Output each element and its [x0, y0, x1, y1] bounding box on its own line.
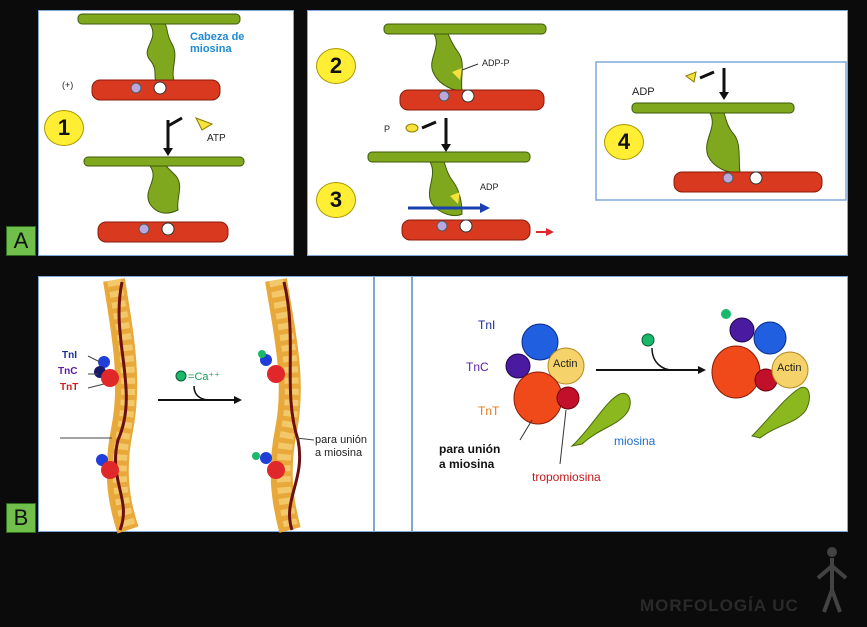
panel-b-left	[38, 276, 374, 532]
myosin-label: miosina	[614, 434, 656, 448]
actin-label-2: Actin	[777, 362, 802, 374]
arrow-right-icon	[480, 203, 490, 213]
adp-label: ADP	[480, 182, 499, 192]
step-1-number: 1	[44, 110, 84, 146]
thin-filament-right	[265, 278, 302, 533]
binding-site-2	[130, 82, 142, 94]
actin-filament-5	[673, 171, 823, 193]
thin-filament-left	[103, 278, 139, 534]
tnt-circle	[513, 371, 563, 425]
step-2-number: 2	[316, 48, 356, 84]
tnt-label-left: TnT	[60, 382, 79, 393]
watermark: MORFOLOGÍA UC	[640, 596, 799, 615]
anatomy-figure-icon	[816, 547, 848, 613]
atp-pointer	[167, 116, 183, 128]
actin-label: Actin	[553, 358, 578, 370]
tnc-label-right: TnC	[466, 360, 489, 374]
calcium-icon	[175, 370, 187, 382]
thick-filament-3	[383, 23, 547, 35]
tni-label-right: TnI	[478, 318, 496, 332]
calcium-equation: =Ca⁺⁺	[188, 370, 220, 383]
red-arrow-icon	[546, 228, 554, 236]
panel-b-divider	[374, 276, 412, 532]
actin-circle	[547, 347, 585, 385]
adp-label-4: ADP	[632, 86, 655, 98]
ca-eq: =	[188, 371, 195, 383]
tropomyosin-label: tropomiosina	[532, 470, 601, 484]
tnt-blob-2	[101, 461, 119, 479]
myosin-head-2	[147, 165, 181, 214]
p-label: P	[384, 124, 391, 134]
tni-blob	[98, 356, 110, 368]
step-4-number: 4	[604, 124, 644, 160]
myosin-head-b-2	[751, 386, 810, 439]
plus-end-label: (+)	[62, 80, 74, 90]
ca-label: Ca⁺⁺	[194, 371, 221, 383]
badge-b: B	[6, 503, 36, 533]
myosin-head-label: Cabeza de miosina	[190, 31, 245, 55]
binding-label-right: para unión a miosina	[439, 442, 501, 471]
step-3-number: 3	[316, 182, 356, 218]
binding-site	[153, 81, 167, 95]
adp-p-label: ADP-P	[482, 58, 510, 68]
phosphate-icon	[405, 123, 419, 133]
tnt-circle-2	[711, 345, 761, 399]
tropomyosin-circle	[556, 386, 580, 410]
tnt-label-right: TnT	[478, 404, 500, 418]
arrow-right-icon-b	[234, 396, 242, 404]
tni-label-left: TnI	[62, 350, 77, 361]
tnt-blob	[101, 369, 119, 387]
tnc-circle	[505, 353, 531, 379]
arrow-right-icon-c	[698, 366, 706, 374]
atp-icon	[194, 117, 214, 131]
myosin-head-b	[570, 392, 631, 447]
tnc-circle-2	[753, 321, 787, 355]
calcium-icon-2	[641, 333, 655, 347]
tnc-label-left: TnC	[58, 366, 78, 377]
actin-circle-2	[771, 351, 809, 389]
tni-circle	[521, 323, 559, 361]
myosin-head-4	[428, 161, 463, 217]
badge-a: A	[6, 226, 36, 256]
thick-filament-4	[367, 151, 531, 163]
adp-icon	[684, 71, 697, 83]
binding-label-left: para unión a miosina	[315, 434, 367, 459]
atp-label: ATP	[207, 133, 226, 144]
tni-circle-2	[729, 317, 755, 343]
